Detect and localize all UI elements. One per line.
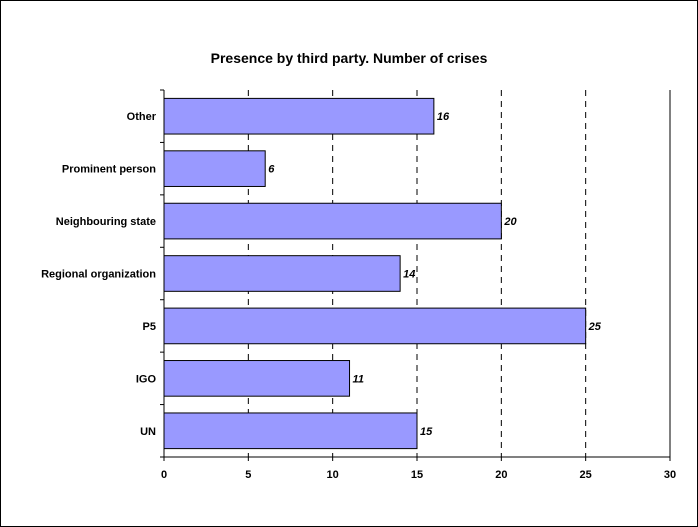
bar-regional-organization xyxy=(163,255,401,292)
data-label: 16 xyxy=(437,111,450,123)
x-tick-label: 25 xyxy=(580,469,592,481)
data-label: 14 xyxy=(403,269,415,281)
data-label: 20 xyxy=(503,216,517,228)
category-label: Other xyxy=(127,111,157,123)
category-label: Regional organization xyxy=(41,269,156,281)
x-tick-label: 30 xyxy=(664,469,676,481)
bar-neighbouring-state xyxy=(163,202,502,240)
labels: Other 16 Prominent person 6 Neighbouring sta… xyxy=(41,111,676,481)
data-label: 25 xyxy=(588,321,602,333)
bar-igo xyxy=(163,360,351,397)
axes xyxy=(160,89,671,461)
data-label: 11 xyxy=(353,373,364,385)
bar-p5 xyxy=(163,307,587,345)
x-tick-label: 0 xyxy=(161,469,167,481)
grid-lines xyxy=(247,90,671,457)
x-tick-label: 10 xyxy=(327,469,339,481)
bars xyxy=(163,97,587,450)
bar-other xyxy=(163,97,435,135)
data-label: 15 xyxy=(420,426,433,438)
bar-prominent-person xyxy=(163,150,266,187)
x-tick-label: 15 xyxy=(411,469,423,481)
category-label: P5 xyxy=(143,321,156,333)
category-label: Neighbouring state xyxy=(56,216,156,228)
category-label: UN xyxy=(140,426,156,438)
x-tick-label: 20 xyxy=(495,469,507,481)
category-label: Prominent person xyxy=(62,164,156,176)
category-label: IGO xyxy=(136,373,157,385)
data-label: 6 xyxy=(268,164,275,176)
chart-title: Presence by third party. Number of crise… xyxy=(210,50,488,66)
x-tick-label: 5 xyxy=(245,469,251,481)
bar-un xyxy=(163,412,418,450)
